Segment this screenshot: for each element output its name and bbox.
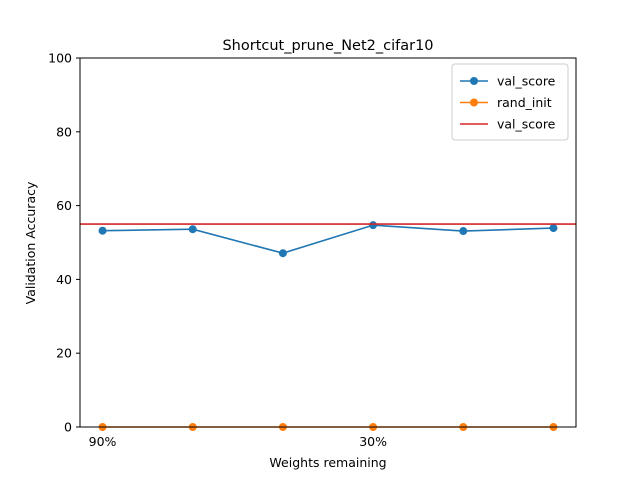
x-tick-label: 30%	[359, 434, 387, 449]
series-val-score-0-point	[278, 249, 287, 258]
y-tick-label: 40	[56, 272, 72, 287]
x-axis-label: Weights remaining	[269, 455, 386, 470]
legend: val_score rand_init val_score	[451, 63, 569, 141]
y-tick-label: 20	[56, 346, 72, 361]
legend-swatch-marker	[470, 77, 478, 85]
y-tick-label: 0	[64, 420, 72, 435]
legend-entry-label: val_score	[497, 74, 556, 89]
y-tick-label: 80	[56, 124, 72, 139]
series-val-score-0-point	[98, 226, 107, 235]
axes-frame	[79, 57, 577, 428]
series-val-score-0-point	[369, 221, 378, 230]
series-val-score-0-point	[549, 224, 558, 233]
y-axis-label: Validation Accuracy	[23, 181, 38, 304]
y-tick-label: 100	[48, 51, 72, 66]
legend-box	[451, 63, 569, 141]
y-tick-label: 60	[56, 198, 72, 213]
series-val-score-0-line	[102, 224, 554, 255]
axis-ticks: 0 20 40 60 80 100 90% 30%	[48, 51, 387, 450]
x-tick-label: 90%	[89, 434, 117, 449]
legend-entry-label: rand_init	[497, 95, 552, 110]
series-val-score-0-point	[459, 227, 468, 236]
chart-title: Shortcut_prune_Net2_cifar10	[222, 38, 433, 54]
legend-swatch-marker	[470, 98, 478, 107]
series-val-score-0-point	[188, 225, 197, 234]
legend-entry-label: val_score	[497, 117, 556, 132]
